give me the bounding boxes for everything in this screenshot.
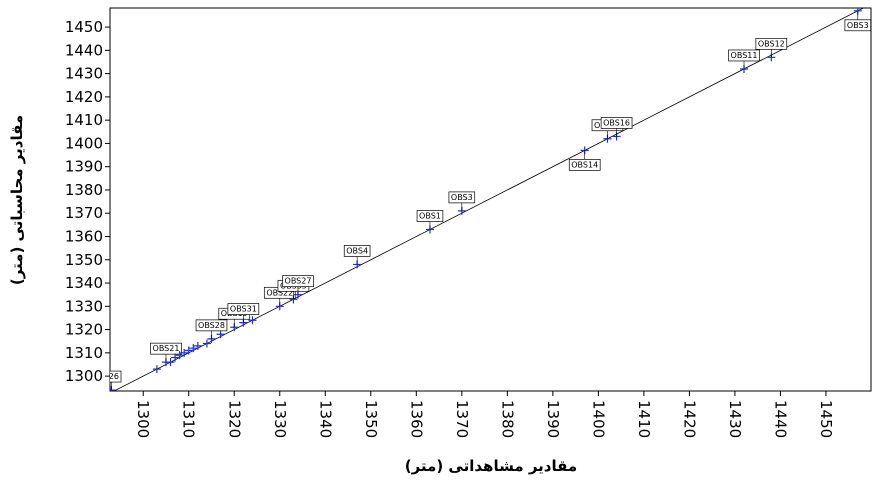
point xyxy=(193,341,202,350)
point-label: OBS27 xyxy=(285,277,312,286)
x-tick-label: 1330 xyxy=(271,400,289,438)
label-box xyxy=(600,117,633,129)
point-label: OBS3 xyxy=(847,21,869,30)
point xyxy=(152,365,161,374)
point-marker xyxy=(180,348,189,357)
point-label: OBS16 xyxy=(603,118,630,127)
point xyxy=(175,351,184,360)
point-label: OBS31 xyxy=(230,305,257,314)
y-tick-label: 1410 xyxy=(65,111,103,129)
y-tick-label: 1380 xyxy=(65,181,103,199)
label-box xyxy=(568,159,601,171)
point-label: OBS14 xyxy=(571,160,598,169)
y-axis-title: مقادیر محاسباتی (متر) xyxy=(8,115,26,285)
x-axis-title: مقادیر مشاهداتی (متر) xyxy=(405,457,577,475)
label-box xyxy=(282,275,314,288)
y-tick-label: 1360 xyxy=(65,227,103,245)
y-tick-label: 1430 xyxy=(65,65,103,83)
x-tick-label: 1400 xyxy=(589,400,607,438)
label-box xyxy=(195,319,228,332)
point xyxy=(180,348,189,357)
y-tick-label: 1340 xyxy=(65,274,103,292)
x-tick-label: 1370 xyxy=(453,400,471,438)
point-label: OBS1 xyxy=(419,212,441,221)
point-label: OBS3 xyxy=(451,193,473,202)
point-marker xyxy=(171,353,180,362)
point-marker xyxy=(166,358,175,367)
label-box xyxy=(343,245,371,257)
point-label: OBS12 xyxy=(758,39,785,48)
point-marker xyxy=(193,341,202,350)
plot-area: S26OBS21OBS28OBS19OBS31OBS22OBS33OBS27OB… xyxy=(104,8,871,391)
x-tick-label: 1300 xyxy=(134,400,152,438)
y-tick-label: 1420 xyxy=(65,88,103,106)
y-tick-label: 1370 xyxy=(65,204,103,222)
identity-line xyxy=(113,8,864,391)
label-box xyxy=(728,49,760,62)
point xyxy=(189,344,198,353)
x-tick-label: 1340 xyxy=(316,400,334,438)
y-tick-label: 1330 xyxy=(65,297,103,315)
label-box xyxy=(110,370,122,383)
x-tick-label: 1430 xyxy=(726,400,744,438)
y-tick-label: 1390 xyxy=(65,158,103,176)
plot-frame xyxy=(109,7,872,392)
y-tick-label: 1320 xyxy=(65,321,103,339)
point xyxy=(184,346,193,355)
label-box xyxy=(150,342,182,355)
point-label: S26 xyxy=(104,372,119,381)
y-tick-label: 1350 xyxy=(65,251,103,269)
point-label: OBS21 xyxy=(153,344,180,353)
x-tick-label: 1360 xyxy=(407,400,425,438)
x-tick-label: 1380 xyxy=(498,400,516,438)
point-marker xyxy=(248,316,257,325)
y-tick-label: 1300 xyxy=(65,367,103,385)
point xyxy=(171,353,180,362)
label-box xyxy=(227,303,260,315)
point-label: OBS22 xyxy=(266,288,293,297)
point-label: OBS4 xyxy=(346,246,368,255)
point-marker xyxy=(184,346,193,355)
label-box xyxy=(448,191,476,204)
point-marker xyxy=(152,365,161,374)
point-marker xyxy=(216,330,225,339)
x-tick-label: 1320 xyxy=(225,400,243,438)
x-tick-label: 1410 xyxy=(635,400,653,438)
y-tick-label: 1440 xyxy=(65,41,103,59)
y-tick-label: 1310 xyxy=(65,344,103,362)
point-marker xyxy=(175,351,184,360)
point-marker xyxy=(189,344,198,353)
point xyxy=(216,330,225,339)
x-tick-label: 1440 xyxy=(771,400,789,438)
x-tick-label: 1390 xyxy=(544,400,562,438)
x-tick-label: 1310 xyxy=(180,400,198,438)
point xyxy=(248,316,257,325)
x-tick-label: 1420 xyxy=(680,400,698,438)
x-tick-label: 1350 xyxy=(362,400,380,438)
label-box xyxy=(755,37,788,50)
label-box xyxy=(416,210,444,222)
x-tick-label: 1450 xyxy=(817,400,835,438)
label-box xyxy=(844,19,871,32)
point xyxy=(166,358,175,367)
point-label: OBS28 xyxy=(198,321,225,330)
y-tick-label: 1450 xyxy=(65,18,103,36)
point xyxy=(202,339,211,348)
point-label: OBS11 xyxy=(731,51,758,60)
point-marker xyxy=(202,339,211,348)
y-tick-label: 1400 xyxy=(65,134,103,152)
